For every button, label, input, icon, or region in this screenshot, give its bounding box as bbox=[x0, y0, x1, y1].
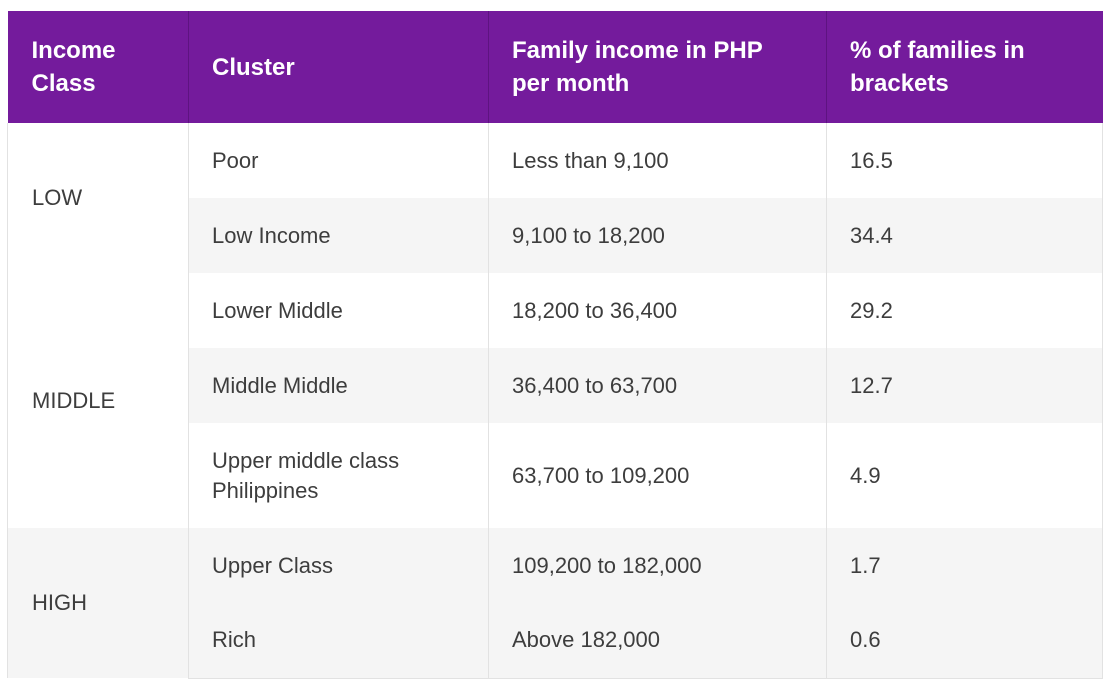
table-row: MIDDLE Lower Middle 18,200 to 36,400 29.… bbox=[7, 273, 1103, 528]
income-cell: 63,700 to 109,200 bbox=[488, 423, 827, 528]
table-row: Low Income 9,100 to 18,200 34.4 bbox=[8, 198, 1103, 273]
income-cell: 36,400 to 63,700 bbox=[488, 348, 827, 423]
income-class-cell: LOW bbox=[7, 123, 189, 273]
cluster-cell: Low Income bbox=[188, 198, 489, 273]
header-cluster: Cluster bbox=[188, 11, 489, 123]
header-family-income: Family income in PHP per month bbox=[488, 11, 827, 123]
percent-cell: 12.7 bbox=[826, 348, 1103, 423]
income-cell: 109,200 to 182,000 bbox=[488, 528, 827, 603]
income-cell: Above 182,000 bbox=[488, 603, 827, 679]
percent-cell: 29.2 bbox=[826, 273, 1103, 348]
cluster-cell: Lower Middle bbox=[188, 273, 489, 348]
table-row: Upper middle class Philippines 63,700 to… bbox=[8, 423, 1103, 528]
income-class-table: Income Class Cluster Family income in PH… bbox=[7, 11, 1103, 679]
percent-cell: 34.4 bbox=[826, 198, 1103, 273]
income-class-cell: HIGH bbox=[7, 528, 189, 678]
income-cell: Less than 9,100 bbox=[488, 123, 827, 198]
header-percent-families: % of families in brackets bbox=[826, 11, 1103, 123]
table-body: LOW Poor Less than 9,100 16.5 Low Income… bbox=[7, 123, 1103, 679]
header-income-class: Income Class bbox=[7, 11, 189, 123]
cluster-cell: Upper Class bbox=[188, 528, 489, 603]
cluster-cell: Upper middle class Philippines bbox=[188, 423, 489, 528]
percent-cell: 0.6 bbox=[826, 603, 1103, 679]
table-row: HIGH Upper Class 109,200 to 182,000 1.7 bbox=[7, 528, 1103, 678]
percent-cell: 16.5 bbox=[826, 123, 1103, 198]
percent-cell: 4.9 bbox=[826, 423, 1103, 528]
table-row: LOW Poor Less than 9,100 16.5 bbox=[7, 123, 1103, 273]
income-class-cell: MIDDLE bbox=[7, 273, 189, 528]
table-row: Middle Middle 36,400 to 63,700 12.7 bbox=[8, 348, 1103, 423]
table-header: Income Class Cluster Family income in PH… bbox=[7, 11, 1103, 123]
table-row: Rich Above 182,000 0.6 bbox=[8, 603, 1103, 679]
income-cell: 9,100 to 18,200 bbox=[488, 198, 827, 273]
income-cell: 18,200 to 36,400 bbox=[488, 273, 827, 348]
cluster-cell: Middle Middle bbox=[188, 348, 489, 423]
cluster-cell: Poor bbox=[188, 123, 489, 198]
percent-cell: 1.7 bbox=[826, 528, 1103, 603]
income-class-table-container: Income Class Cluster Family income in PH… bbox=[7, 11, 1103, 679]
cluster-cell: Rich bbox=[188, 603, 489, 679]
header-row: Income Class Cluster Family income in PH… bbox=[7, 11, 1103, 123]
